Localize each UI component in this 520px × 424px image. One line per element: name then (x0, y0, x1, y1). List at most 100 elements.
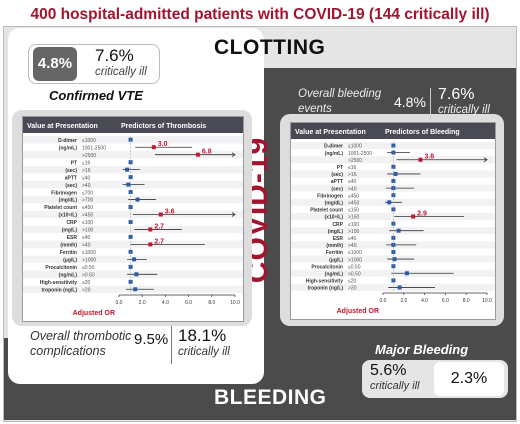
thrombotic-label-line1: Overall thrombotic (30, 329, 132, 343)
row-band (23, 150, 243, 159)
bleeding-forest-plot: Value at Presentation Predictors of Bleed… (290, 122, 496, 320)
vte-critical-label: critically ill (95, 66, 147, 78)
row-band (23, 136, 243, 144)
row-parameter: (ng/mL) (325, 271, 344, 277)
row-parameter: aPTT (331, 179, 343, 185)
row-category: >20 (348, 286, 357, 292)
or-point (135, 197, 140, 202)
row-parameter: CRP (66, 220, 77, 226)
ci-arrow (231, 152, 236, 158)
or-point (393, 171, 398, 176)
row-category: >100 (348, 229, 359, 235)
row-parameter: (sec) (331, 186, 343, 192)
row-parameter: (μg/L) (329, 257, 343, 263)
row-category: ≤40 (82, 175, 91, 181)
row-category: ≤450 (348, 193, 359, 199)
row-category: >450 (348, 201, 359, 207)
forest-header (23, 117, 243, 133)
ci-arrow (483, 157, 488, 163)
row-category: ≤16 (348, 165, 357, 171)
page-title: 400 hospital-admitted patients with COVI… (30, 6, 490, 23)
or-point (397, 285, 402, 290)
x-tick-label: 4.0 (162, 300, 169, 306)
bleeding-events-label-line1: Overall bleeding (298, 88, 382, 100)
row-parameter: troponin (ng/L) (41, 287, 77, 293)
ci-arrow (231, 212, 236, 217)
row-parameter: (mm/h) (60, 243, 77, 249)
row-parameter: (mm/h) (326, 243, 343, 249)
row-parameter: Procalcitonin (311, 264, 343, 270)
row-parameter: (μg/L) (63, 258, 77, 264)
or-point (148, 227, 153, 232)
row-category: ≤20 (348, 279, 357, 285)
row-parameter: PT (337, 165, 343, 171)
row-parameter: (mg/L) (328, 229, 344, 235)
vte-percent: 4.8% (33, 47, 77, 81)
row-category: >700 (82, 198, 93, 204)
major-bleeding-critical-label: critically ill (370, 380, 420, 392)
row-category: ≤100 (82, 220, 93, 226)
major-bleeding-title: Major Bleeding (375, 342, 469, 357)
row-category: ≤20 (82, 280, 91, 286)
or-label: 3.0 (158, 141, 168, 148)
x-tick-label: 6.0 (185, 300, 192, 306)
row-category: ≤1000 (82, 250, 96, 256)
row-category: >16 (82, 168, 91, 174)
or-point (387, 200, 392, 205)
row-category: >40 (348, 243, 357, 249)
or-point (418, 157, 423, 162)
or-point (392, 257, 397, 262)
or-point (195, 152, 200, 157)
row-band (291, 156, 495, 164)
row-category: 1001-2500 (82, 145, 106, 151)
or-point (128, 234, 133, 239)
or-point (148, 242, 153, 247)
x-tick-label: 0.0 (380, 298, 387, 304)
row-category: >40 (82, 243, 91, 249)
x-tick-label: 4.0 (421, 298, 428, 304)
row-category: >1000 (348, 257, 362, 263)
row-parameter: (mg/L) (62, 228, 78, 234)
or-point (126, 182, 131, 187)
row-parameter: (sec) (331, 172, 343, 178)
bleeding-label: BLEEDING (214, 386, 327, 409)
row-parameter: (x10⁹/L) (59, 213, 78, 219)
x-axis-label: Adjusted OR (337, 308, 379, 315)
or-point (133, 287, 138, 292)
row-parameter: (ng/mL) (59, 273, 78, 279)
row-category: >20 (82, 287, 91, 293)
or-point (125, 167, 130, 172)
row-parameter: Fibrinogen (317, 193, 343, 199)
x-tick-label: 2.0 (400, 298, 407, 304)
row-category: ≤40 (82, 235, 91, 241)
x-tick-label: 10.0 (482, 298, 492, 304)
bleeding-events-percent: 4.8% (394, 94, 426, 110)
or-label: 6.8 (202, 149, 212, 156)
row-parameter: CRP (332, 222, 343, 228)
or-label: 3.6 (165, 209, 175, 216)
row-parameter: High-sensitivity (306, 279, 343, 285)
thrombotic-percent: 9.5% (134, 331, 169, 348)
row-parameter: Platelet count (310, 208, 343, 214)
row-parameter: D-dimer (324, 144, 343, 150)
forest-header (291, 123, 495, 139)
row-category: ≤100 (348, 222, 359, 228)
thrombotic-critical-percent: 18.1% (178, 326, 227, 345)
clotting-label: CLOTTING (214, 36, 326, 59)
row-band (23, 225, 243, 234)
row-category: >40 (348, 186, 357, 192)
x-tick-label: 8.0 (463, 298, 470, 304)
row-parameter: PT (71, 160, 77, 166)
row-category: >450 (82, 213, 93, 219)
x-tick-label: 8.0 (208, 300, 215, 306)
x-tick-label: 6.0 (442, 298, 449, 304)
row-category: ≤450 (82, 205, 93, 211)
x-tick-label: 10.0 (230, 300, 240, 306)
row-parameter: (ng/mL) (325, 151, 344, 157)
row-category: >0.50 (82, 273, 95, 279)
thrombosis-forest-plot: Value at Presentation Predictors of Throm… (22, 116, 244, 322)
or-label: 2.9 (417, 211, 427, 218)
bleeding-events-label-line2: events (298, 103, 332, 115)
x-tick-label: 2.0 (139, 300, 146, 306)
major-bleeding-critical-percent: 5.6% (370, 362, 407, 379)
